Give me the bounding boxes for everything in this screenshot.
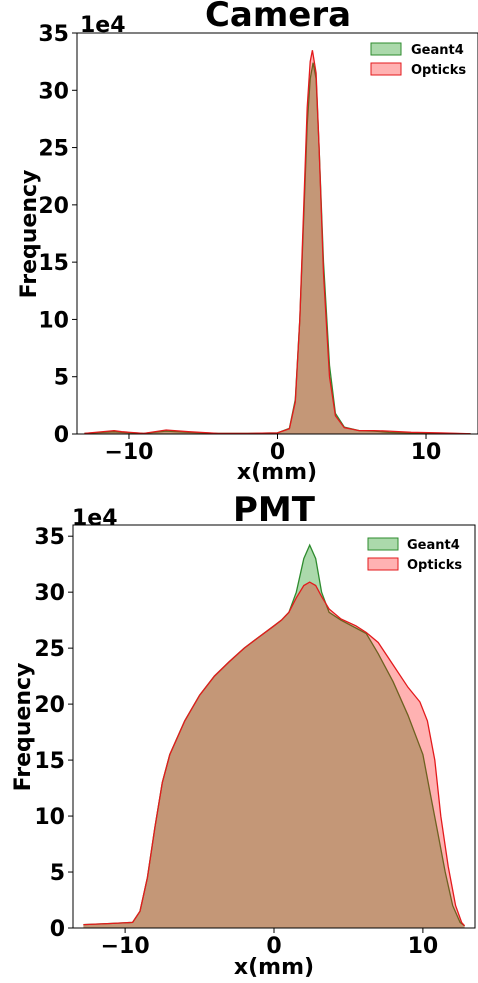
x-tick-label: −10: [101, 934, 150, 959]
y-ticks: 0 5 10 15 20 25 30 35: [34, 525, 73, 942]
line-geant4: [84, 62, 471, 435]
x-tick-label: −10: [104, 440, 153, 465]
y-tick-label: 25: [34, 637, 65, 662]
y-tick-label: 30: [34, 581, 65, 606]
line-opticks: [84, 50, 471, 435]
legend-label-geant4: Geant4: [407, 538, 460, 553]
x-tick-label: 10: [408, 934, 439, 959]
x-tick-label: 0: [266, 934, 281, 959]
y-tick-label: 35: [38, 22, 69, 47]
chart-title: Camera: [205, 0, 351, 35]
line-opticks: [83, 581, 466, 927]
y-tick-label: 30: [38, 79, 69, 104]
legend-label-geant4: Geant4: [411, 43, 464, 58]
legend-label-opticks: Opticks: [407, 558, 462, 573]
y-tick-label: 5: [50, 861, 65, 886]
legend-swatch-geant4: [367, 537, 399, 551]
x-tick-label: 0: [270, 440, 285, 465]
area-opticks: [83, 582, 465, 928]
y-tick-label: 15: [38, 251, 69, 276]
x-ticks: −10 0 10: [101, 928, 439, 959]
y-axis-label: Frequency: [11, 663, 36, 792]
x-axis-label: x(mm): [237, 460, 317, 485]
y-offset-label: 1e4: [80, 13, 126, 38]
pmt-chart: PMT 1e4 −10 0 10 0 5 10 15 20 25 30 35 x(mm) Freq…: [11, 490, 476, 980]
legend-swatch-opticks: [370, 62, 402, 76]
legend: Geant4 Opticks: [367, 537, 462, 573]
y-offset-label: 1e4: [72, 506, 118, 531]
y-tick-label: 10: [34, 805, 65, 830]
plot-frame: [76, 32, 478, 435]
y-tick-label: 5: [54, 366, 69, 391]
area-geant4: [83, 545, 465, 928]
camera-chart: Camera 1e4 −10 0 10 0 5 10 15 20 25 30 35 x(mm) F…: [17, 0, 478, 485]
area-geant4: [84, 62, 471, 435]
legend: Geant4 Opticks: [370, 42, 466, 78]
y-axis-label: Frequency: [17, 170, 42, 299]
plot-area: [84, 50, 471, 435]
area-opticks: [84, 50, 471, 434]
y-tick-label: 25: [38, 137, 69, 162]
legend-label-opticks: Opticks: [411, 63, 466, 78]
y-tick-label: 0: [50, 917, 65, 942]
x-axis-label: x(mm): [234, 955, 314, 980]
x-ticks: −10 0 10: [104, 434, 441, 465]
y-tick-label: 15: [34, 749, 65, 774]
y-tick-label: 35: [34, 525, 65, 550]
plot-area: [83, 543, 466, 928]
legend-swatch-geant4: [370, 42, 402, 56]
x-tick-label: 10: [411, 440, 442, 465]
chart-title: PMT: [233, 490, 316, 530]
y-tick-label: 20: [38, 194, 69, 219]
y-tick-label: 0: [54, 423, 69, 448]
y-tick-label: 20: [34, 693, 65, 718]
y-ticks: 0 5 10 15 20 25 30 35: [38, 22, 77, 448]
legend-swatch-opticks: [367, 557, 399, 571]
y-tick-label: 10: [38, 308, 69, 333]
